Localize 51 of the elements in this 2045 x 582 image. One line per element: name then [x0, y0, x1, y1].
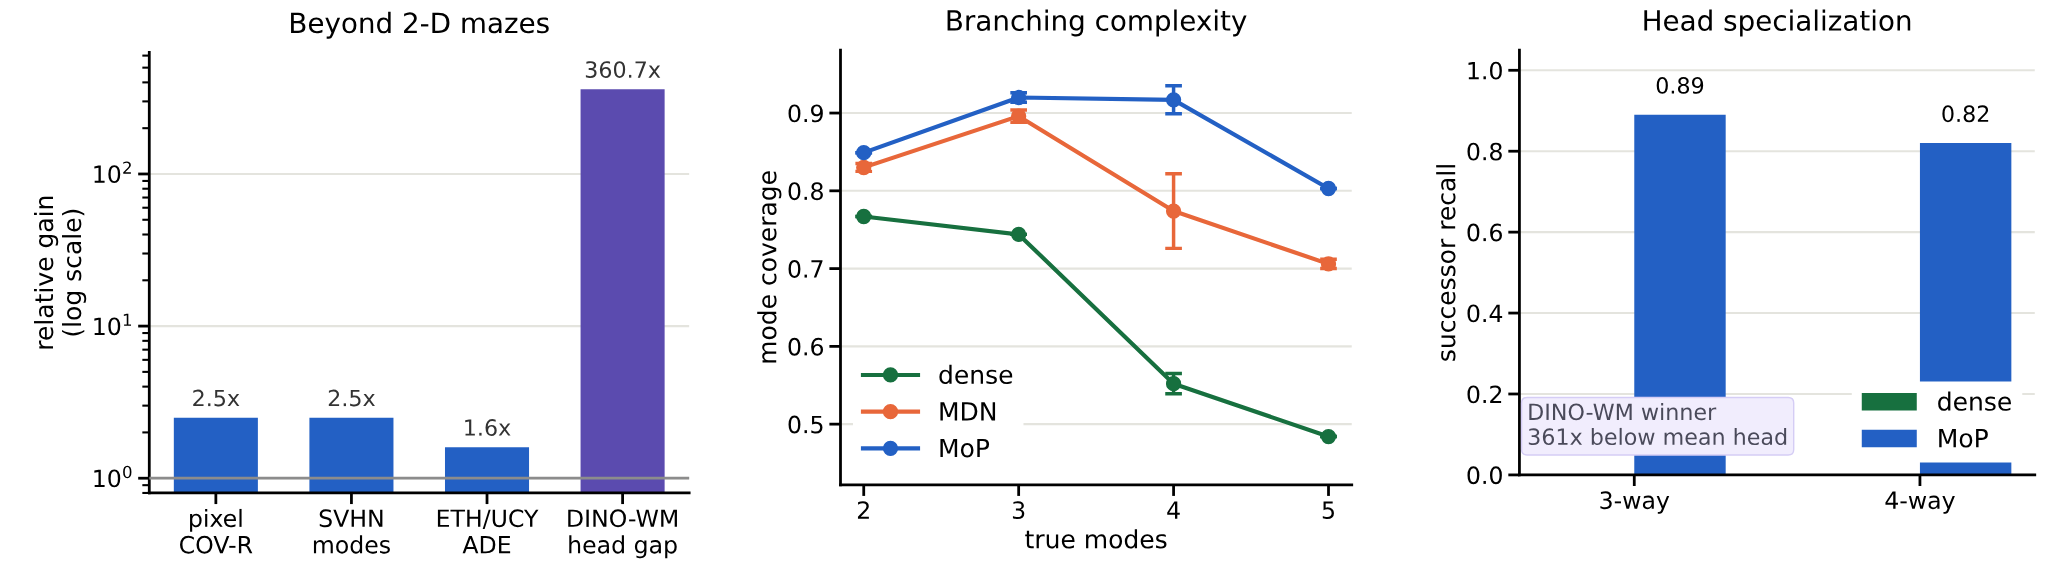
annotation: DINO-WM winner 361x below mean head	[1528, 403, 1787, 446]
y-tick-label: 10$^{2}$	[94, 161, 131, 184]
y-tick-label: 0.8	[1467, 142, 1502, 161]
legend-label: MDN	[940, 402, 996, 421]
y-tick-label: 0.0	[1467, 466, 1502, 485]
y-tick-label: 1.0	[1468, 61, 1502, 80]
y-axis-title: successor recall	[1436, 165, 1456, 361]
chart-title: Head specialization	[1644, 9, 1911, 37]
y-tick-label: 0.9	[788, 104, 823, 123]
x-tick-label: pixel COV-R	[180, 508, 253, 554]
data-label: 0.82	[1942, 105, 1989, 123]
legend-label: MoP	[940, 438, 990, 458]
x-tick-label: 3	[1012, 501, 1025, 520]
x-tick-label: DINO-WM head gap	[568, 509, 677, 559]
point	[856, 208, 872, 225]
x-axis-title: true modes	[1025, 529, 1167, 549]
x-tick-label: 2	[857, 501, 869, 519]
y-tick-label: 10$^{0}$	[94, 465, 132, 488]
point	[1165, 92, 1182, 108]
y-tick-label: 10$^{1}$	[94, 313, 132, 336]
y-tick-label: 0.4	[1467, 304, 1503, 323]
y-tick-label: 0.2	[1467, 385, 1502, 404]
x-tick-label: ETH/UCY ADE	[437, 509, 539, 554]
data-label: 2.5x	[328, 389, 375, 407]
chart-title: Branching complexity	[947, 9, 1247, 37]
y-tick-label: 0.5	[788, 415, 823, 434]
data-label: 2.5x	[193, 389, 240, 407]
x-tick-label: 5	[1322, 501, 1334, 520]
y-tick-label: 0.7	[788, 260, 823, 278]
point	[1165, 376, 1182, 392]
y-axis-title: relative gain (log scale)	[34, 196, 87, 349]
y-tick-label: 0.6	[1467, 223, 1502, 242]
legend-label: dense	[939, 364, 1013, 385]
x-tick-label: 3-way	[1600, 491, 1670, 514]
legend-label: dense	[1938, 391, 2011, 411]
x-tick-label: 4	[1167, 501, 1180, 519]
data-label: 360.7x	[585, 61, 661, 78]
point	[1011, 226, 1027, 243]
x-tick-label: SVHN modes	[313, 509, 390, 554]
point	[1320, 428, 1337, 445]
y-tick-label: 0.6	[788, 337, 824, 356]
data-label: 0.89	[1656, 77, 1704, 94]
y-axis-title: mode coverage	[757, 171, 782, 363]
chart-title: Beyond 2-D mazes	[291, 11, 549, 39]
point	[1320, 180, 1337, 197]
x-tick-label: 4-way	[1885, 491, 1955, 514]
point	[856, 145, 872, 161]
y-tick-label: 0.8	[788, 182, 823, 201]
legend-label: MoP	[1939, 428, 1988, 448]
point	[1165, 203, 1182, 219]
data-label: 1.6x	[465, 419, 511, 436]
